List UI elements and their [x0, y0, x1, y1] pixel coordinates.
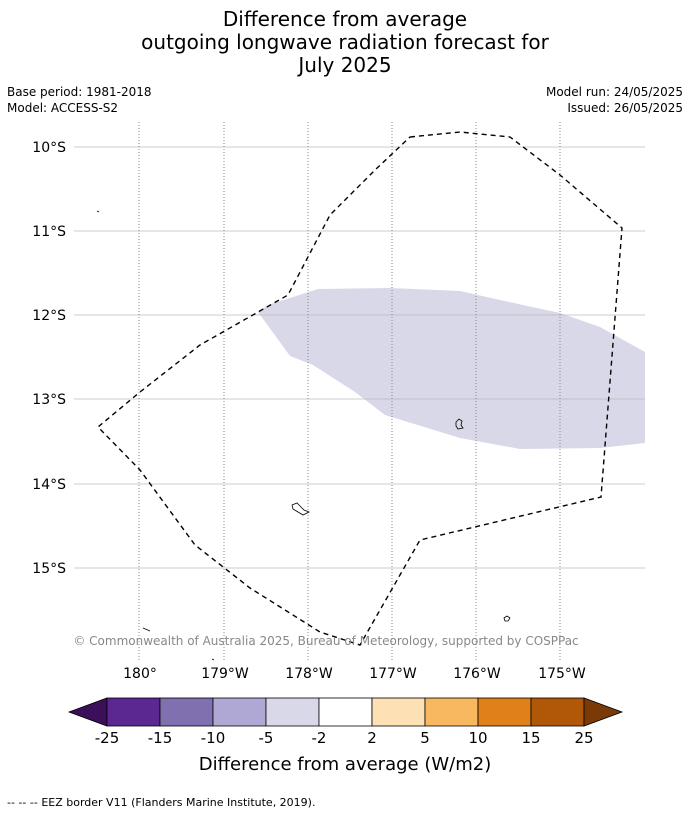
colorbar-tick: 10: [468, 729, 487, 747]
colorbar-tick: -25: [95, 729, 120, 747]
lon-label: 177°W: [369, 666, 417, 682]
colorbar-tick: 2: [367, 729, 377, 747]
island-southwest-small: [142, 627, 151, 632]
colorbar-bin: [477, 697, 532, 727]
lat-label: 14°S: [32, 477, 66, 493]
colorbar-bin: [530, 697, 585, 727]
lon-label: 179°W: [201, 666, 249, 682]
colorbar-bin: [371, 697, 426, 727]
colorbar-bin: [106, 697, 161, 727]
model-run: Model run: 24/05/2025: [545, 85, 683, 99]
lat-gridlines: [74, 146, 645, 569]
colorbar-tick: 15: [521, 729, 540, 747]
colorbar-bin: [159, 697, 214, 727]
chart-title: Difference from average outgoing longwav…: [0, 8, 690, 77]
lon-labels: 180° 179°W 178°W 177°W 176°W 175°W: [123, 666, 586, 682]
island-west-dot: [96, 210, 100, 213]
meta-left: Base period: 1981-2018 Model: ACCESS-S2: [7, 84, 152, 116]
map-svg: 10°S 11°S 12°S 13°S 14°S 15°S 180° 179°W…: [32, 122, 645, 775]
colorbar-tick: 25: [574, 729, 593, 747]
island-southwest: [291, 502, 310, 516]
colorbar-bin: [212, 697, 267, 727]
colorbar: [67, 697, 624, 727]
colorbar-tick: -10: [201, 729, 226, 747]
anomaly-region: [258, 288, 645, 449]
colorbar-tick: -2: [312, 729, 327, 747]
colorbar-tick: -5: [259, 729, 274, 747]
title-line-2: outgoing longwave radiation forecast for: [141, 30, 549, 54]
lat-label: 15°S: [32, 561, 66, 577]
lon-label: 175°W: [538, 666, 586, 682]
lat-label: 13°S: [32, 392, 66, 408]
model-name: Model: ACCESS-S2: [7, 101, 119, 115]
lon-label: 180°: [123, 666, 157, 682]
colorbar-bin: [265, 697, 320, 727]
islands: [96, 210, 511, 661]
island-east: [455, 418, 464, 430]
lat-label: 11°S: [32, 224, 66, 240]
eez-legend-symbol: -- -- --: [7, 796, 38, 809]
eez-legend: -- -- -- EEZ border V11 (Flanders Marine…: [7, 796, 315, 809]
lon-label: 178°W: [285, 666, 333, 682]
colorbar-bin: [424, 697, 479, 727]
colorbar-label: Difference from average (W/m2): [199, 754, 491, 775]
base-period: Base period: 1981-2018: [7, 85, 152, 99]
colorbar-tick: 5: [420, 729, 430, 747]
copyright-text: © Commonwealth of Australia 2025, Bureau…: [73, 634, 578, 648]
colorbar-extend-high: [583, 697, 624, 727]
lon-label: 176°W: [453, 666, 501, 682]
lat-label: 10°S: [32, 140, 66, 156]
island-south: [503, 615, 511, 622]
colorbar-ticks: -25 -15 -10 -5 -2 2 5 10 15 25: [95, 729, 594, 747]
meta-right: Model run: 24/05/2025 Issued: 26/05/2025: [546, 84, 683, 116]
title-line-1: Difference from average: [222, 7, 468, 31]
island-bottom: [211, 658, 215, 661]
eez-legend-text: EEZ border V11 (Flanders Marine Institut…: [41, 796, 316, 809]
lat-labels: 10°S 11°S 12°S 13°S 14°S 15°S: [32, 140, 66, 577]
colorbar-tick: -15: [148, 729, 173, 747]
colorbar-extend-low: [67, 697, 108, 727]
lat-label: 12°S: [32, 308, 66, 324]
eez-border: [96, 131, 623, 646]
colorbar-bin: [318, 697, 373, 727]
issued-date: Issued: 26/05/2025: [567, 101, 683, 115]
title-line-3: July 2025: [298, 53, 392, 77]
